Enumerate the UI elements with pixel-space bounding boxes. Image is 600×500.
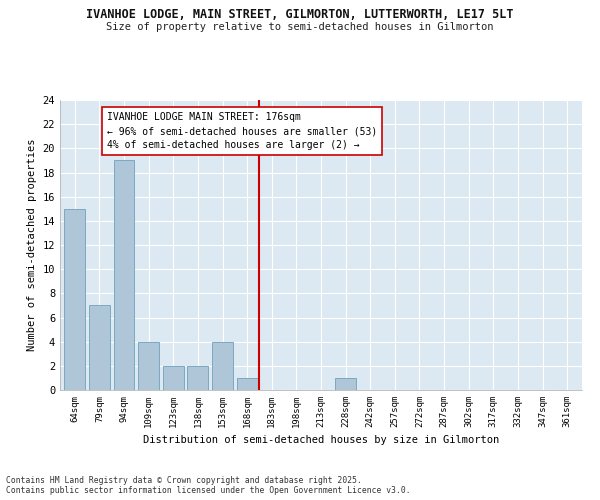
Text: Size of property relative to semi-detached houses in Gilmorton: Size of property relative to semi-detach… [106,22,494,32]
Bar [113,160,134,390]
Bar [236,378,257,390]
Text: Contains HM Land Registry data © Crown copyright and database right 2025.
Contai: Contains HM Land Registry data © Crown c… [6,476,410,495]
Bar [212,342,233,390]
Bar [163,366,184,390]
Bar [64,209,85,390]
Text: IVANHOE LODGE MAIN STREET: 176sqm
← 96% of semi-detached houses are smaller (53): IVANHOE LODGE MAIN STREET: 176sqm ← 96% … [107,112,377,150]
Bar [89,306,110,390]
Bar [138,342,159,390]
Y-axis label: Number of semi-detached properties: Number of semi-detached properties [27,138,37,352]
Bar [187,366,208,390]
Bar [335,378,356,390]
Text: IVANHOE LODGE, MAIN STREET, GILMORTON, LUTTERWORTH, LE17 5LT: IVANHOE LODGE, MAIN STREET, GILMORTON, L… [86,8,514,20]
X-axis label: Distribution of semi-detached houses by size in Gilmorton: Distribution of semi-detached houses by … [143,436,499,446]
